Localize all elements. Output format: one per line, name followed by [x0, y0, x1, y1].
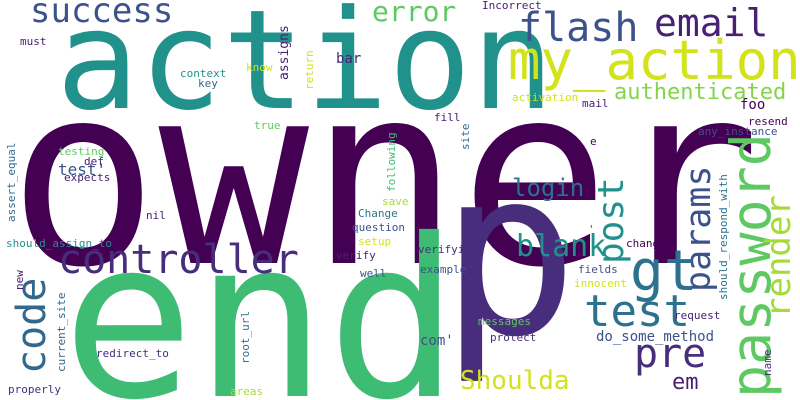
word-must: must [20, 35, 47, 48]
word-following: following [385, 132, 398, 192]
word-messages: messages [478, 315, 531, 328]
word-code: code [9, 277, 55, 374]
word-end: end [62, 192, 460, 400]
word-gt: gt [630, 239, 698, 304]
word-pre: pre [634, 331, 707, 377]
word-Incorrect: Incorrect [482, 0, 542, 12]
word-resend: resend [748, 115, 788, 128]
word-error: error [372, 0, 457, 28]
word-fields: fields [578, 263, 618, 276]
word-expects: expects [64, 171, 111, 184]
word-know: know [246, 61, 273, 74]
word-activation: activation [512, 91, 579, 104]
word-render: render [759, 195, 799, 318]
word-true: true [254, 119, 281, 132]
word-owner: owner [8, 31, 761, 322]
word-root_url: root_url [239, 311, 252, 364]
word-example: example [420, 263, 467, 276]
word-mail: mail [582, 97, 609, 110]
word-email: email [654, 1, 769, 45]
word-fill: fill [434, 111, 461, 124]
word-question: question [352, 221, 405, 234]
word-well: well [360, 267, 387, 280]
word-properly: properly [8, 383, 61, 396]
word-site: site [459, 123, 472, 151]
word-new: new [13, 270, 26, 290]
word-action: action [56, 0, 555, 141]
word-my_action: my_action [508, 29, 800, 92]
word-com-quote: com' [420, 333, 454, 349]
word-setup: setup [358, 235, 392, 248]
word-foo: foo [740, 97, 766, 113]
word-request: request [674, 309, 721, 322]
word-Change: Change [358, 207, 398, 220]
word-assert_equal: assert_equal [5, 142, 18, 222]
word-changed: changed [626, 237, 673, 250]
word-bar: bar [336, 51, 362, 67]
word-save: save [382, 195, 409, 208]
word-def: def [84, 155, 104, 168]
word-Shoulda: Shoulda [460, 366, 570, 396]
word-any_instance: any_instance [698, 125, 778, 138]
word-blank: blank [516, 229, 607, 264]
word-key: key [198, 77, 218, 90]
word-return: return [303, 50, 316, 90]
word-verifying: verifying [418, 243, 478, 256]
word-success: success [30, 0, 174, 31]
word-assigns: assigns [277, 25, 292, 80]
word-redirect_to: redirect_to [96, 347, 169, 360]
word-controller: controller [58, 237, 299, 283]
word-test: test [584, 286, 690, 337]
word-authenticated: authenticated [614, 80, 787, 105]
word-should_respond_with: should_respond_with [717, 174, 730, 300]
word-apostrophe: ' [588, 223, 595, 236]
word-p: p [440, 121, 579, 388]
word-protect: protect [490, 331, 537, 344]
word-verify: verify [336, 249, 376, 262]
word-testing: testing [58, 145, 105, 158]
word-test-quote: test' [58, 160, 107, 179]
word-nil: nil [146, 209, 166, 222]
word-do_some_method: do_some_method [596, 329, 715, 345]
word-e: e [590, 135, 597, 148]
word-innocent: innocent [574, 277, 627, 290]
word-current_site: current_site [55, 292, 68, 372]
word-name: name [761, 349, 774, 377]
word-context: context [180, 67, 227, 80]
word-should_assign_to: should_assign_to [6, 237, 112, 250]
word-em: em [672, 370, 699, 395]
word-areas: areas [230, 385, 264, 398]
word-login: login [512, 174, 585, 202]
word-flash: flash [518, 5, 639, 51]
